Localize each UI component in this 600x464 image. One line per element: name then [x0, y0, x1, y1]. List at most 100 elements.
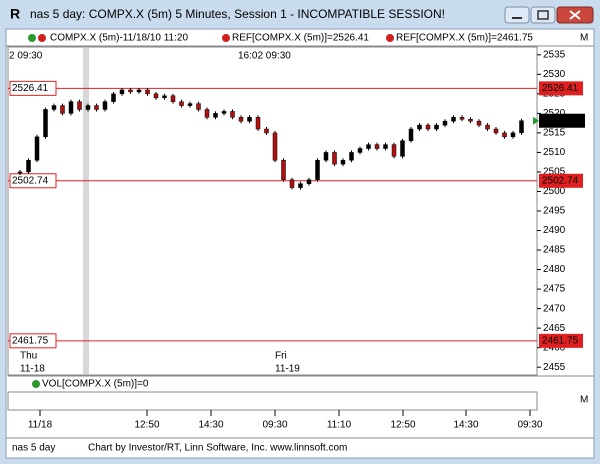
y-tick-label: 2490: [543, 225, 566, 236]
candle-body: [332, 152, 337, 165]
candle-body: [519, 120, 524, 134]
candle-body: [34, 136, 40, 161]
status-credit: Chart by Investor/RT, Linn Software, Inc…: [88, 443, 347, 454]
volume-panel: [7, 391, 538, 411]
candle-body: [17, 171, 23, 174]
candle-body: [230, 111, 235, 118]
candle-body: [26, 159, 31, 173]
y-tick-label: 2465: [543, 323, 566, 334]
candle-body: [391, 144, 397, 157]
candle-body: [170, 95, 176, 102]
y-tick-label: 2485: [543, 245, 566, 256]
candle-body: [349, 152, 354, 161]
candle-body: [306, 179, 312, 184]
candle-body: [451, 117, 456, 122]
day-label: Thu: [20, 351, 37, 362]
candle-body: [272, 132, 278, 161]
last-price-box: [539, 113, 585, 128]
y-tick-label: 2500: [543, 186, 566, 197]
legend-ref: REF[COMPX.X (5m)]=2461.75: [396, 33, 533, 44]
volume-label: VOL[COMPX.X (5m)]=0: [42, 379, 149, 390]
ref-axis-label: 2502.74: [542, 175, 579, 186]
ref-axis-label: 2461.75: [542, 335, 579, 346]
candle-body: [153, 93, 159, 99]
maximize-button[interactable]: [530, 6, 556, 24]
x-tick-label: 11/18: [28, 420, 53, 431]
candle-body: [60, 105, 65, 114]
ref-axis-box: [539, 173, 583, 188]
candle-body: [485, 124, 490, 130]
minimize-button[interactable]: [504, 6, 530, 24]
candle-body: [68, 101, 74, 114]
legend-ref: REF[COMPX.X (5m)]=2526.41: [232, 33, 369, 44]
x-tick-label: 09:30: [517, 420, 542, 431]
candle-body: [187, 103, 193, 106]
candle-body: [315, 159, 320, 181]
ref-label: 2502.74: [12, 175, 49, 186]
candle-body: [442, 120, 448, 126]
candle-body: [493, 128, 499, 134]
ref-axis-box: [539, 333, 583, 348]
candle-body: [374, 144, 380, 149]
candle-body: [264, 128, 269, 134]
ref-label-box: [9, 333, 57, 349]
ref-label-box: [9, 173, 57, 189]
ref-axis-label: 2526.41: [542, 83, 579, 94]
candle-body: [94, 105, 99, 110]
top-mid-time: 16:02 09:30: [238, 51, 291, 62]
candle-body: [340, 159, 346, 165]
session-separator: [83, 48, 89, 374]
legend-symbol: COMPX.X (5m)-11/18/10 11:20: [50, 33, 188, 44]
candle-body: [281, 159, 286, 181]
candle-body: [255, 117, 261, 130]
candle-body: [111, 93, 116, 102]
plot-area: [7, 46, 538, 376]
candle-body: [298, 183, 303, 188]
y-tick-label: 2480: [543, 264, 566, 275]
candle-body: [400, 140, 405, 157]
candle-body: [221, 111, 227, 114]
window-title: nas 5 day: COMPX.X (5m) 5 Minutes, Sessi…: [30, 7, 445, 21]
candle-body: [77, 101, 82, 110]
day-label: Fri: [275, 351, 287, 362]
y-tick-label: 2520: [543, 108, 566, 119]
candle-body: [136, 89, 142, 93]
candle-body: [323, 152, 329, 161]
y-tick-label: 2510: [543, 147, 566, 158]
date-label: 11-19: [275, 364, 300, 375]
candle-body: [85, 105, 91, 110]
app-icon: R: [10, 6, 20, 22]
candle-body: [357, 148, 363, 153]
candle-body: [213, 113, 218, 118]
candle-body: [119, 89, 125, 95]
top-left-time: 2 09:30: [9, 51, 43, 62]
ref-label: 2526.41: [12, 83, 49, 94]
candle-body: [502, 132, 507, 138]
candle-body: [425, 124, 431, 130]
candle-body: [476, 120, 482, 126]
candle-body: [289, 179, 295, 188]
last-price-arrow: [533, 116, 539, 125]
ref-axis-box: [539, 81, 583, 96]
x-tick-label: 09:30: [262, 420, 287, 431]
last-price-label: 2518.12: [542, 115, 582, 127]
candle-body: [102, 101, 108, 110]
y-tick-label: 2475: [543, 284, 566, 295]
date-label: 11-18: [20, 364, 45, 375]
candle-body: [468, 118, 473, 122]
y-tick-label: 2515: [543, 128, 566, 139]
y-tick-label: 2535: [543, 49, 566, 60]
candle-body: [145, 89, 150, 95]
x-tick-label: 14:30: [198, 420, 223, 431]
ref-label-box: [9, 80, 57, 96]
candle-body: [383, 144, 388, 149]
y-tick-label: 2455: [543, 362, 566, 373]
candle-body: [408, 128, 414, 141]
candle-body: [459, 117, 465, 120]
ref-label: 2461.75: [12, 335, 49, 346]
candle-body: [196, 103, 201, 110]
y-tick-label: 2530: [543, 69, 566, 80]
candle-body: [43, 109, 48, 138]
